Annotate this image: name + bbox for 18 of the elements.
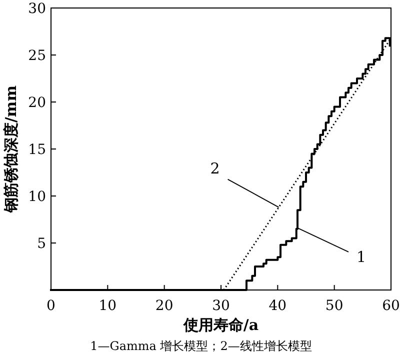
y-tick-label: 20 — [28, 95, 46, 111]
text: 1—Gamma 增长模型；2—线性增长模型 — [90, 339, 312, 353]
x-tick-label: 50 — [325, 298, 344, 314]
x-axis-title: 使用寿命/a — [182, 316, 259, 334]
annotation: 1 — [356, 248, 366, 266]
y-tick-label: 25 — [28, 48, 46, 64]
x-tick-label: 0 — [46, 298, 56, 314]
x-tick-label: 40 — [268, 298, 287, 314]
y-tick-label: 10 — [28, 189, 46, 205]
y-tick-label: 5 — [37, 236, 46, 252]
x-tick-label: 20 — [155, 298, 174, 314]
y-tick-label: 30 — [28, 1, 46, 17]
y-axis-title: 钢筋锈蚀深度/mm — [2, 85, 20, 214]
x-tick-label: 30 — [212, 298, 230, 314]
annotation: 2 — [210, 159, 220, 178]
y-tick-label: 15 — [28, 142, 46, 158]
x-tick-label: 60 — [382, 298, 400, 314]
x-tick-label: 10 — [98, 298, 117, 314]
